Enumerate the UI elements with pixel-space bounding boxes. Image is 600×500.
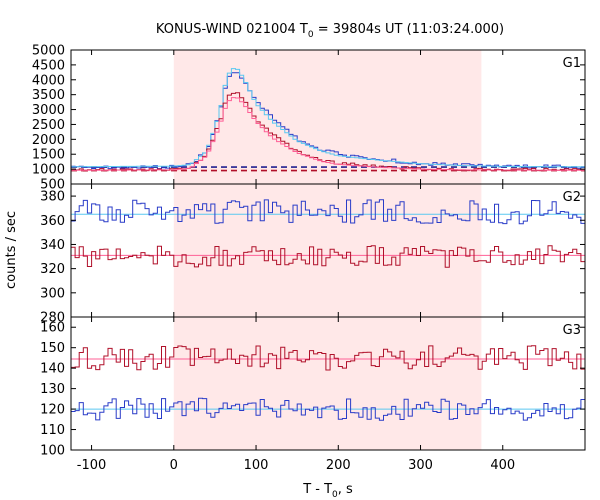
series-red-g2 bbox=[71, 245, 585, 268]
y-tick-label: 140 bbox=[40, 362, 65, 377]
y-tick-label: 1500 bbox=[32, 148, 65, 163]
series-red-g3 bbox=[71, 345, 585, 371]
y-tick-label: 280 bbox=[40, 311, 65, 326]
y-tick-label: 130 bbox=[40, 382, 65, 397]
series-blue-g3 bbox=[71, 397, 585, 421]
panel-g3: 100 110 120 130 140 150 160 G3 bbox=[40, 316, 586, 459]
y-tick-label: 340 bbox=[40, 238, 65, 253]
y-tick-label: 3000 bbox=[32, 103, 65, 118]
y-tick-label: 360 bbox=[40, 214, 65, 229]
series-red-g1 bbox=[71, 92, 585, 172]
chart-title-subscript: 0 bbox=[308, 30, 314, 40]
panel-label-g2: G2 bbox=[563, 190, 581, 205]
x-axis-label-main: T - T bbox=[302, 482, 332, 497]
panel-g2: 280 300 320 340 360 380 G2 bbox=[40, 183, 586, 326]
x-tick-label: 0 bbox=[170, 458, 178, 473]
y-tick-label: 100 bbox=[40, 444, 65, 459]
series-blue-g2 bbox=[71, 199, 585, 225]
x-tick-label: 200 bbox=[326, 458, 351, 473]
y-axis-label: counts / sec bbox=[4, 211, 19, 289]
y-tick-label: 110 bbox=[40, 423, 65, 438]
x-tick-label: 400 bbox=[490, 458, 515, 473]
highlight-interval-g2 bbox=[173, 184, 482, 317]
series-pink-g1 bbox=[71, 97, 585, 171]
x-tick-label: -100 bbox=[77, 458, 107, 473]
x-axis-label-suffix: , s bbox=[338, 482, 353, 497]
chart-title: KONUS-WIND 021004 T0 = 39804s UT (11:03:… bbox=[156, 22, 504, 40]
y-tick-label: 500 bbox=[40, 178, 65, 193]
y-tick-label: 120 bbox=[40, 403, 65, 418]
y-tick-label: 2000 bbox=[32, 133, 65, 148]
y-tick-label: 3500 bbox=[32, 88, 65, 103]
y-tick-label: 160 bbox=[40, 321, 65, 336]
y-tick-label: 2500 bbox=[32, 118, 65, 133]
panel-label-g1: G1 bbox=[563, 56, 581, 71]
series-blue-g1 bbox=[71, 72, 585, 170]
y-tick-label: 300 bbox=[40, 286, 65, 301]
chart-title-prefix: KONUS-WIND 021004 T bbox=[156, 22, 308, 37]
highlight-interval-g1 bbox=[173, 50, 482, 184]
panel-label-g3: G3 bbox=[563, 323, 581, 338]
y-tick-label: 4000 bbox=[32, 73, 65, 88]
x-tick-label: 100 bbox=[244, 458, 269, 473]
chart-title-suffix: = 39804s UT (11:03:24.000) bbox=[314, 22, 504, 37]
y-tick-label: 4500 bbox=[32, 58, 65, 73]
plot-layer: 500100015002000250030003500400045005000G… bbox=[32, 44, 586, 473]
highlight-interval-g3 bbox=[173, 317, 482, 450]
panel-frame-g3 bbox=[70, 316, 586, 451]
x-axis-label-subscript: 0 bbox=[332, 490, 338, 500]
y-tick-label: 150 bbox=[40, 341, 65, 356]
y-tick-label: 320 bbox=[40, 262, 65, 277]
x-axis-label: T - T0, s bbox=[302, 482, 353, 500]
y-tick-label: 5000 bbox=[32, 44, 65, 59]
y-tick-label: 380 bbox=[40, 190, 65, 205]
series-cyan-g1 bbox=[71, 68, 585, 168]
y-tick-label: 1000 bbox=[32, 163, 65, 178]
x-tick-label: 300 bbox=[408, 458, 433, 473]
